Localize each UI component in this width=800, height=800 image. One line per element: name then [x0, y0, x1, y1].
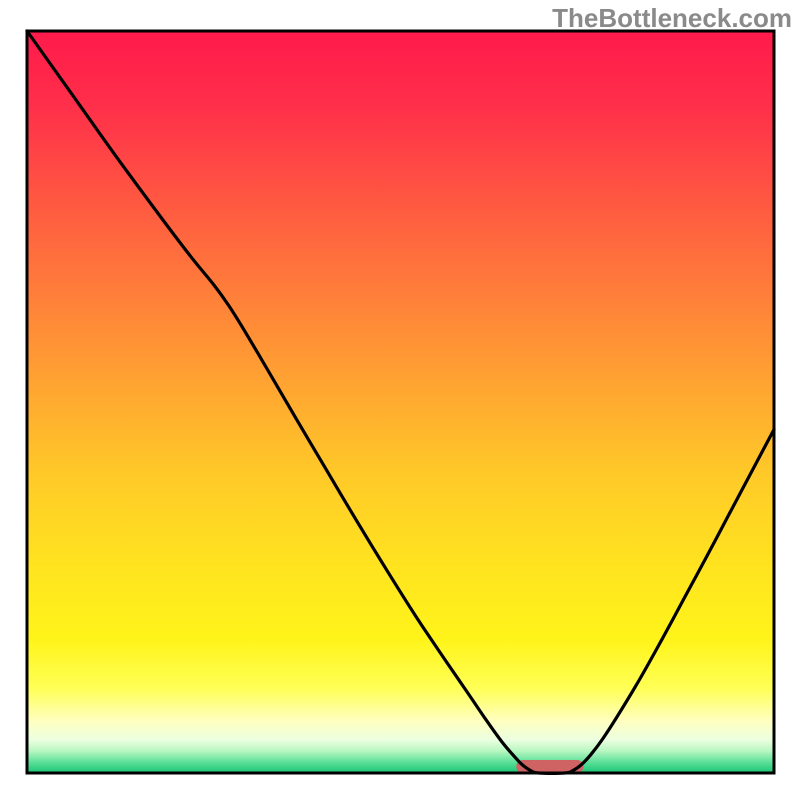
watermark-text: TheBottleneck.com [552, 3, 792, 33]
bottleneck-chart: TheBottleneck.com [0, 0, 800, 800]
plot-background-gradient [27, 31, 774, 773]
